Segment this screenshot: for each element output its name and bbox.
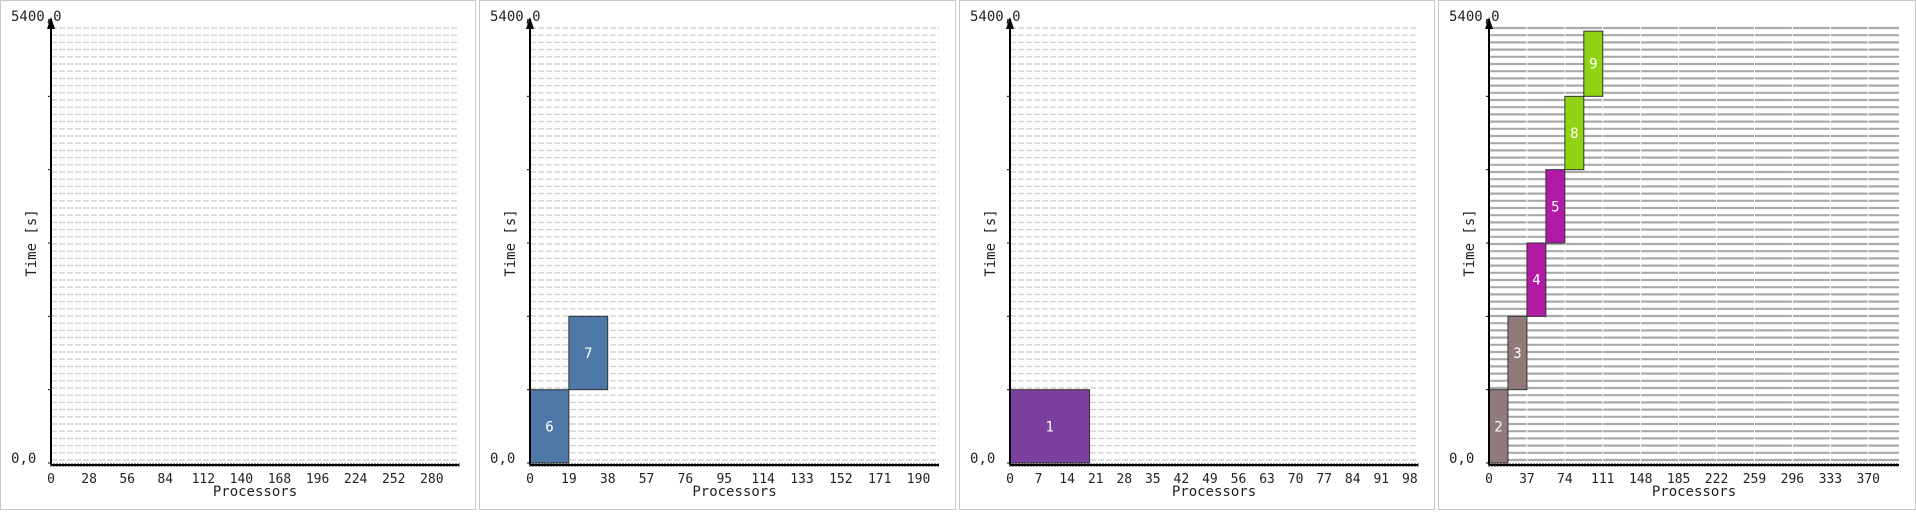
x-tick-label: 56	[119, 472, 135, 487]
job-bar	[1545, 169, 1566, 244]
x-tick-label: 42	[1174, 472, 1190, 487]
x-tick-label: 7	[1035, 472, 1043, 487]
y-axis-title: Time [s]	[503, 209, 519, 276]
x-tick-label: 259	[1743, 472, 1766, 487]
y-max-label: 5400,0	[490, 9, 541, 25]
x-tick-label: 37	[1519, 472, 1535, 487]
x-tick-label: 190	[907, 472, 930, 487]
x-tick-label: 35	[1145, 472, 1161, 487]
x-tick-label: 196	[306, 472, 329, 487]
x-tick-label: 28	[1116, 472, 1132, 487]
x-tick-label: 133	[790, 472, 813, 487]
x-tick-label: 21	[1088, 472, 1104, 487]
job-label: 5	[1551, 199, 1559, 215]
x-axis-title: Processors	[1172, 484, 1256, 500]
x-tick-label: 56	[1231, 472, 1247, 487]
x-tick-label: 63	[1259, 472, 1275, 487]
job-label: 7	[584, 346, 592, 362]
x-tick-label: 252	[382, 472, 405, 487]
y-max-label: 5400,0	[1449, 9, 1500, 25]
job-label: 8	[1570, 126, 1578, 142]
x-tick-label: 76	[678, 472, 694, 487]
job-label: 1	[1046, 419, 1054, 435]
x-tick-label: 98	[1402, 472, 1418, 487]
x-tick-label: 28	[81, 472, 97, 487]
y-min-label: 0,0	[490, 451, 515, 467]
chart-panel-4: 2 3 4 5 8 9 5400,0 0,0 Time [s] 0 37 74 111 148 185 222…	[1438, 0, 1916, 510]
job-bar	[1564, 95, 1585, 171]
chart-svg-3: 1 5400,0 0,0 Time [s] 0 7 14 21 28 35 42 49 56 63 70 77…	[970, 9, 1419, 500]
x-tick-label: 57	[639, 472, 655, 487]
x-tick-label: 74	[1557, 472, 1573, 487]
x-tick-label: 14	[1059, 472, 1075, 487]
job-bar	[1526, 242, 1547, 317]
x-tick-label: 0	[1006, 472, 1014, 487]
job-bar	[568, 315, 609, 391]
job-bar	[1009, 389, 1091, 464]
x-tick-label: 77	[1316, 472, 1332, 487]
x-tick-label: 95	[716, 472, 732, 487]
x-axis-title: Processors	[1652, 484, 1736, 500]
job-label: 4	[1532, 273, 1540, 289]
job-label: 6	[545, 419, 553, 435]
y-min-label: 0,0	[11, 451, 36, 467]
x-tick-label: 70	[1288, 472, 1304, 487]
x-tick-label: 0	[526, 472, 534, 487]
x-tick-label: 222	[1705, 472, 1728, 487]
y-max-label: 5400,0	[11, 9, 62, 25]
y-min-label: 0,0	[970, 451, 995, 467]
x-tick-label: 111	[1591, 472, 1614, 487]
x-tick-label: 185	[1667, 472, 1690, 487]
chart-svg-4: 2 3 4 5 8 9 5400,0 0,0 Time [s] 0 37 74 111 148 185 222…	[1449, 9, 1899, 500]
x-tick-label: 0	[47, 472, 55, 487]
x-tick-label: 84	[1345, 472, 1361, 487]
x-tick-label: 171	[868, 472, 891, 487]
x-tick-label: 168	[268, 472, 291, 487]
x-tick-label: 280	[420, 472, 443, 487]
y-max-label: 5400,0	[970, 9, 1021, 25]
y-axis-title: Time [s]	[24, 209, 40, 276]
chart-panel-3: 1 5400,0 0,0 Time [s] 0 7 14 21 28 35 42 49 56 63 70 77…	[959, 0, 1435, 510]
job-label: 2	[1494, 419, 1502, 435]
x-tick-label: 84	[157, 472, 173, 487]
x-tick-label: 140	[230, 472, 253, 487]
x-axis-title: Processors	[692, 484, 776, 500]
x-tick-label: 38	[600, 472, 616, 487]
job-label: 9	[1589, 57, 1597, 73]
x-tick-label: 91	[1373, 472, 1389, 487]
x-tick-label: 112	[192, 472, 215, 487]
x-tick-label: 333	[1819, 472, 1842, 487]
y-axis-title: Time [s]	[1462, 209, 1478, 276]
job-bar	[529, 389, 570, 464]
y-axis-title: Time [s]	[983, 209, 999, 276]
job-label: 3	[1513, 346, 1521, 362]
chart-svg-2: 6 7 5400,0 0,0 Time [s] 0 19 38 57 76 95 114 133 152 1…	[490, 9, 939, 500]
x-tick-label: 152	[829, 472, 852, 487]
chart-svg-1: 5400,0 0,0 Time [s] 0 28 56 84 112 140 168 196 224 2…	[11, 9, 460, 500]
job-bar	[1583, 30, 1604, 97]
x-tick-label: 19	[561, 472, 577, 487]
chart-panel-1: 5400,0 0,0 Time [s] 0 28 56 84 112 140 168 196 224 2…	[0, 0, 476, 510]
x-tick-label: 370	[1857, 472, 1880, 487]
y-min-label: 0,0	[1449, 451, 1474, 467]
x-tick-label: 224	[344, 472, 368, 487]
job-bar	[1507, 315, 1528, 391]
x-tick-label: 148	[1629, 472, 1652, 487]
chart-panel-2: 6 7 5400,0 0,0 Time [s] 0 19 38 57 76 95 114 133 152 1…	[479, 0, 956, 510]
x-axis-title: Processors	[213, 484, 297, 500]
x-tick-label: 49	[1202, 472, 1218, 487]
x-tick-label: 0	[1485, 472, 1493, 487]
x-tick-label: 296	[1781, 472, 1804, 487]
x-tick-label: 114	[751, 472, 775, 487]
